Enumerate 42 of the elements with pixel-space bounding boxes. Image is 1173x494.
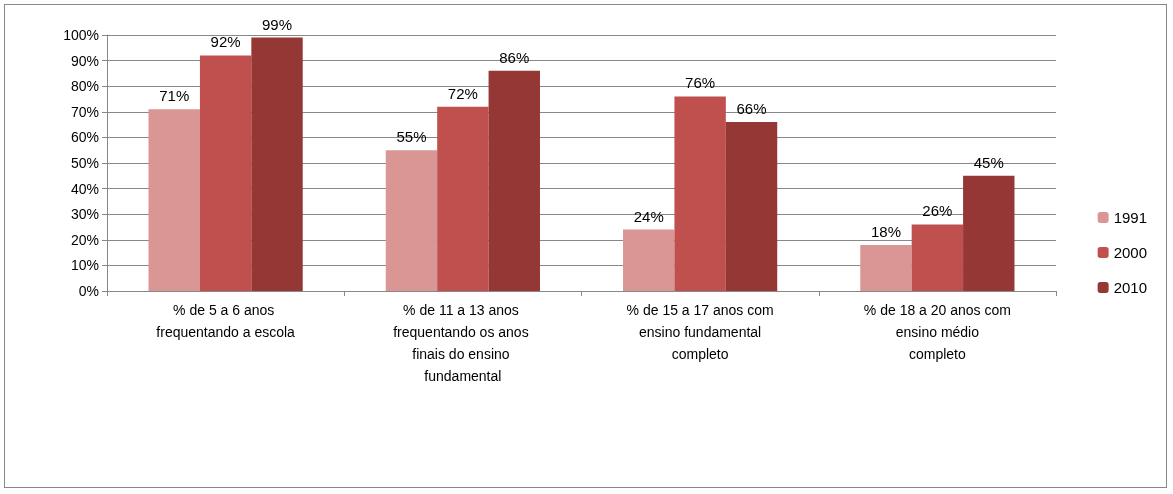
data-label: 24% xyxy=(633,207,664,225)
data-label: 72% xyxy=(447,84,478,102)
legend-label: 2010 xyxy=(1113,279,1148,296)
data-label: 76% xyxy=(685,74,716,92)
y-tick-label: 10% xyxy=(70,257,99,274)
y-tick-label: 70% xyxy=(70,103,99,120)
x-tick-label: % de 5 a 6 anos frequentando a escola xyxy=(156,302,296,340)
bar xyxy=(725,122,778,291)
data-label: 92% xyxy=(210,33,241,51)
bar xyxy=(148,109,200,291)
bar xyxy=(674,96,726,291)
bar xyxy=(963,175,1015,291)
data-label: 66% xyxy=(736,100,767,118)
x-tick-label: % de 15 a 17 anos com ensino fundamental completo xyxy=(626,302,774,362)
bar xyxy=(623,229,675,291)
legend-label: 2000 xyxy=(1113,244,1148,261)
y-tick-label: 0% xyxy=(78,283,99,299)
y-tick-label: 100% xyxy=(63,27,99,43)
bar xyxy=(488,70,540,291)
data-label: 26% xyxy=(922,202,953,220)
bar xyxy=(199,55,252,291)
x-tick-label: % de 11 a 13 anos frequentando os anos finais do ensino fundamental xyxy=(393,302,533,384)
data-label: 99% xyxy=(262,15,293,33)
y-tick-label: 40% xyxy=(70,180,99,197)
legend-label: 1991 xyxy=(1113,209,1148,226)
y-tick-label: 30% xyxy=(70,206,99,223)
y-tick-label: 20% xyxy=(70,231,99,248)
y-tick-label: 50% xyxy=(70,155,99,171)
data-label: 45% xyxy=(973,153,1004,171)
data-label: 86% xyxy=(499,48,530,66)
data-label: 18% xyxy=(870,222,901,240)
bar xyxy=(437,106,489,291)
bar xyxy=(860,244,912,291)
y-tick-label: 80% xyxy=(70,78,99,95)
data-label: 55% xyxy=(396,128,427,146)
y-tick-label: 60% xyxy=(70,129,99,146)
bar xyxy=(385,150,438,291)
y-tick-label: 90% xyxy=(70,52,99,69)
bar xyxy=(251,37,303,291)
x-tick-label: % de 18 a 20 anos com ensino médio completo xyxy=(863,302,1011,362)
bar xyxy=(911,224,964,291)
data-label: 71% xyxy=(159,87,190,105)
